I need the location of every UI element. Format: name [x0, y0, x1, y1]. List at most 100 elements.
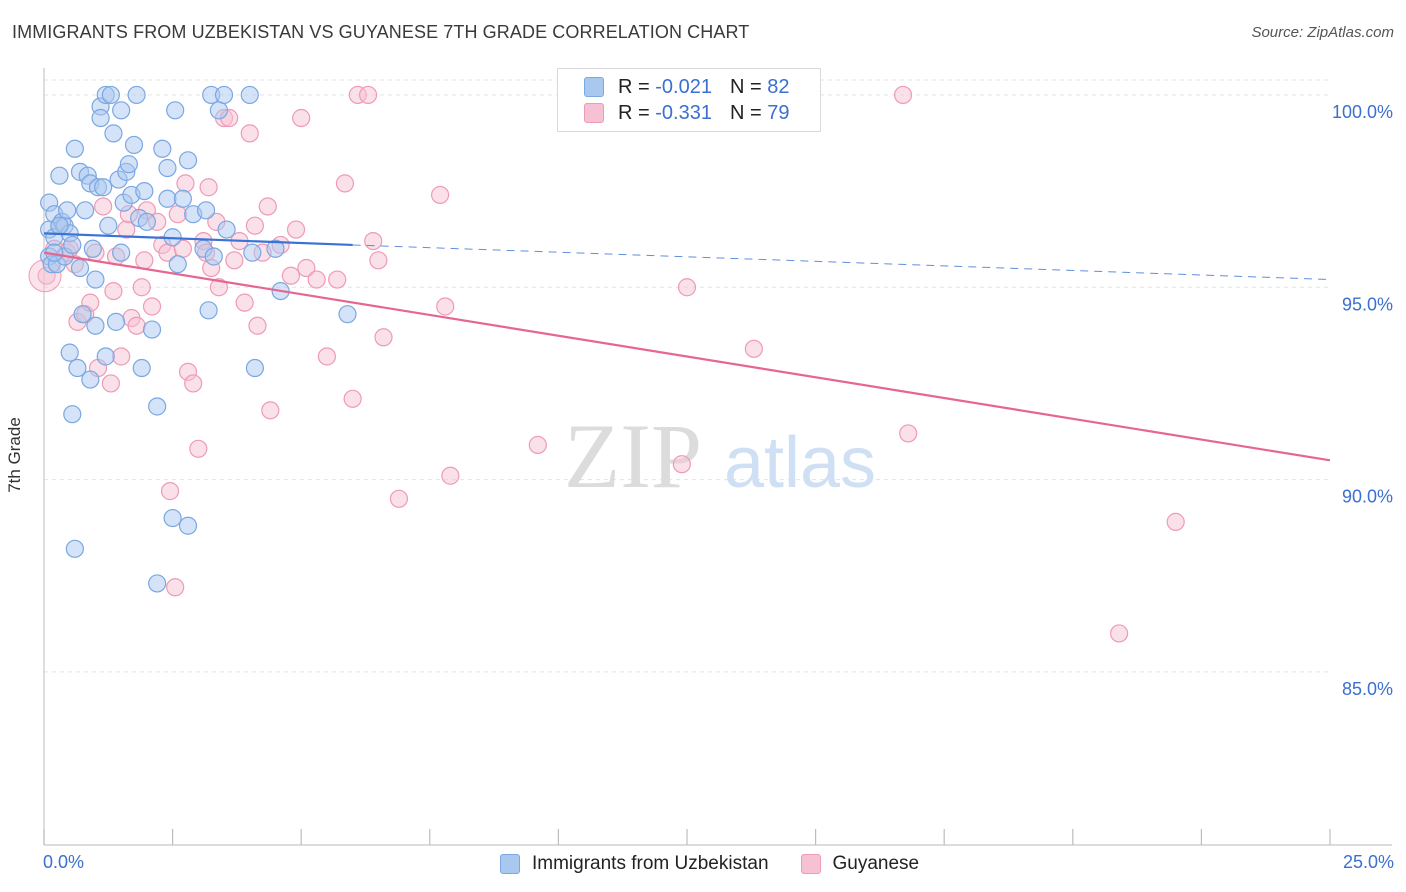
guyanese-point: [142, 297, 162, 316]
series-legend-guyanese[interactable]: Guyanese: [800, 853, 920, 875]
uzbekistan-point: [196, 201, 216, 220]
guyanese-point: [430, 185, 450, 205]
guyanese-point: [104, 281, 123, 301]
series-legend-uzbekistan[interactable]: Immigrants from Uzbekistan: [500, 853, 769, 875]
legend-row-guyanese: R = -0.331 N = 79: [584, 101, 789, 125]
uzbekistan-point: [158, 189, 177, 208]
guyanese-point: [374, 328, 393, 347]
guyanese-point: [176, 174, 195, 193]
uzbekistan-point: [86, 270, 105, 289]
uzbekistan-point: [70, 258, 90, 278]
watermark: ZIP atlas: [564, 405, 876, 507]
uzbekistan-point: [166, 101, 185, 120]
guyanese-point: [307, 270, 326, 289]
guyanese-trend-line: [43, 251, 1331, 462]
y-tick-label: 90.0%: [1342, 487, 1393, 507]
uzbekistan-point: [50, 216, 69, 235]
uzbekistan-point: [65, 139, 84, 158]
guyanese-point: [112, 347, 131, 366]
guyanese-point: [358, 85, 378, 105]
guyanese-point: [127, 316, 146, 335]
uzbekistan-points: [40, 85, 357, 593]
guyanese-point: [389, 489, 409, 508]
guyanese-point: [199, 178, 218, 197]
series-legend: Immigrants from Uzbekistan Guyanese: [500, 852, 951, 876]
uzbekistan-point: [178, 516, 198, 535]
guyanese-point: [286, 220, 306, 239]
uzbekistan-point: [106, 312, 126, 331]
uzbekistan-point: [173, 189, 192, 208]
x-tick-label-min: 0.0%: [43, 852, 85, 872]
grid-lines: [44, 79, 1330, 673]
guyanese-point: [166, 578, 185, 597]
guyanese-point: [1166, 512, 1185, 531]
guyanese-point: [245, 216, 265, 235]
uzbekistan-point: [163, 508, 182, 528]
uzbekistan-point: [119, 155, 138, 174]
legend-swatch-pink: [584, 103, 604, 123]
guyanese-point: [343, 389, 362, 408]
guyanese-point: [248, 316, 267, 335]
legend-row-uzbekistan: R = -0.021 N = 82: [584, 75, 789, 99]
guyanese-point: [1109, 624, 1129, 643]
legend-n-label: N =: [729, 75, 768, 98]
guyanese-point: [672, 455, 691, 474]
legend-swatch-blue: [584, 77, 604, 97]
uzbekistan-point: [112, 243, 131, 262]
y-tick-label: 85.0%: [1342, 679, 1393, 699]
uzbekistan-point: [132, 358, 151, 378]
uzbekistan-point: [135, 181, 154, 201]
uzbekistan-point: [94, 178, 113, 197]
uzbekistan-point: [214, 85, 234, 105]
y-tick-label: 95.0%: [1342, 294, 1393, 314]
uzbekistan-point: [124, 135, 144, 155]
uzbekistan-point: [204, 247, 223, 266]
guyanese-point: [335, 174, 355, 193]
uzbekistan-point: [76, 201, 95, 220]
uzbekistan-point: [68, 358, 87, 378]
guyanese-point: [168, 205, 187, 224]
uzbekistan-point: [86, 316, 105, 335]
uzbekistan-point: [91, 108, 110, 128]
uzbekistan-point: [245, 358, 265, 378]
uzbekistan-point: [65, 539, 84, 558]
guyanese-point: [328, 270, 347, 289]
guyanese-point: [235, 293, 254, 312]
guyanese-point: [132, 278, 151, 297]
guyanese-point: [317, 347, 337, 366]
guyanese-point: [292, 108, 311, 128]
uzbekistan-point: [240, 85, 259, 105]
guyanese-point: [189, 439, 208, 458]
legend-r-label: R =: [618, 101, 656, 124]
guyanese-point: [369, 251, 388, 270]
uzbekistan-point: [148, 397, 167, 416]
uzbekistan-point: [127, 85, 146, 105]
uzbekistan-point: [217, 220, 236, 239]
axes: [43, 68, 1392, 846]
guyanese-point: [528, 435, 547, 455]
y-tick-label: 100.0%: [1332, 102, 1393, 122]
guyanese-point: [240, 124, 259, 143]
guyanese-point: [297, 258, 316, 278]
uzbekistan-point: [50, 166, 69, 185]
legend-r-label: R =: [618, 75, 656, 98]
uzbekistan-point: [104, 124, 123, 143]
guyanese-point: [225, 251, 244, 270]
uzbekistan-point: [112, 101, 131, 120]
legend-n-value: 79: [767, 101, 790, 124]
guyanese-point: [436, 297, 455, 316]
uzbekistan-point: [209, 101, 228, 120]
series-legend-label: Immigrants from Uzbekistan: [532, 853, 769, 874]
uzbekistan-point: [96, 347, 115, 366]
uzbekistan-point: [137, 212, 156, 231]
trend-lines: [43, 232, 1331, 462]
guyanese-points: [28, 85, 1185, 643]
guyanese-point: [441, 466, 460, 485]
uzbekistan-trend-line: [43, 232, 353, 247]
source-label: Source: ZipAtlas.com: [1251, 24, 1394, 41]
guyanese-point: [744, 339, 763, 358]
series-legend-label: Guyanese: [832, 853, 920, 874]
uzbekistan-point: [83, 239, 102, 258]
uzbekistan-point: [199, 301, 218, 320]
